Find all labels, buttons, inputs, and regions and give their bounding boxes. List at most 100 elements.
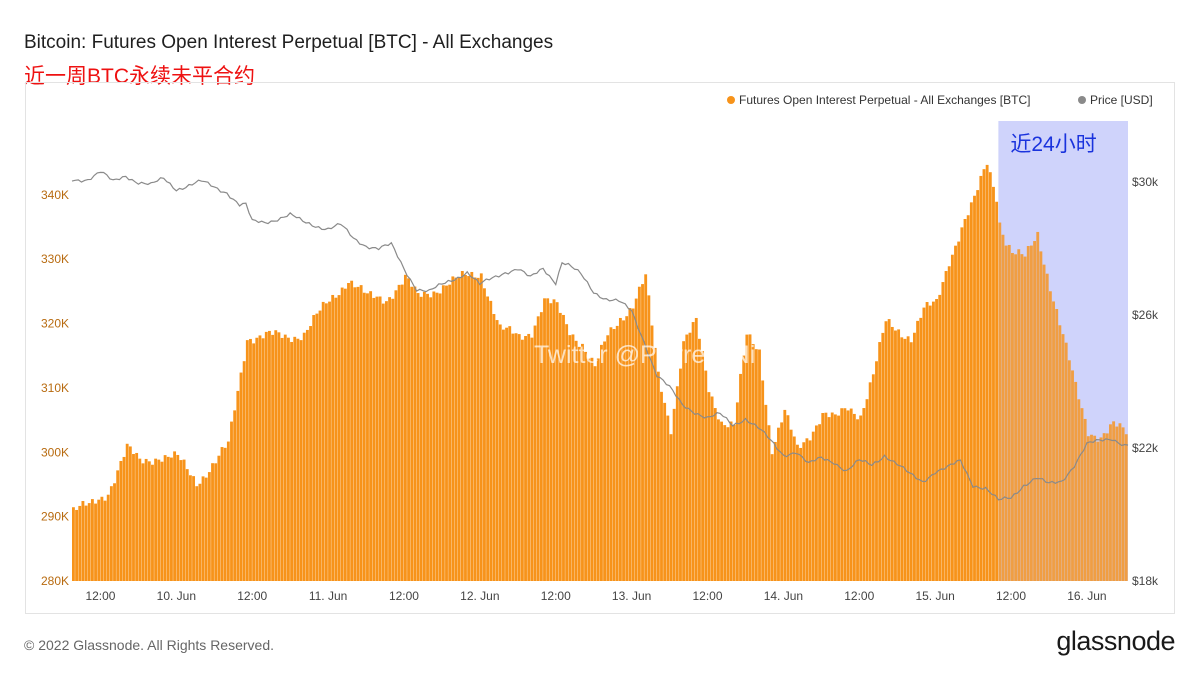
oi-bar	[745, 334, 749, 581]
oi-bar	[274, 330, 278, 581]
oi-bar	[764, 404, 768, 581]
oi-bar	[568, 335, 572, 581]
oi-bar	[827, 417, 831, 581]
oi-bar	[691, 322, 695, 581]
right-axis-tick: $26k	[1132, 308, 1159, 322]
oi-bar	[1064, 342, 1068, 581]
oi-bar	[75, 509, 79, 581]
oi-bar	[467, 276, 471, 581]
oi-bar	[271, 334, 275, 581]
oi-bar	[1029, 245, 1033, 581]
left-axis-tick: 310K	[41, 381, 69, 395]
oi-bar	[909, 342, 913, 581]
oi-bar	[1007, 244, 1011, 581]
oi-bar	[195, 486, 199, 581]
oi-bar	[1090, 434, 1093, 581]
legend-marker	[727, 96, 735, 104]
oi-bar	[590, 357, 594, 581]
oi-bar	[87, 503, 91, 581]
oi-bar	[220, 447, 224, 581]
oi-bar	[1058, 325, 1062, 581]
oi-bar	[119, 460, 123, 581]
oi-bar	[122, 456, 126, 581]
oi-bar	[903, 338, 907, 581]
oi-bar	[391, 298, 395, 581]
oi-bar	[1121, 427, 1125, 581]
oi-bar	[786, 415, 790, 581]
oi-bar	[622, 320, 625, 581]
oi-bar	[505, 327, 508, 581]
oi-bar	[833, 414, 837, 581]
oi-bar	[1112, 421, 1116, 581]
oi-bar	[1071, 370, 1074, 581]
oi-bar	[549, 303, 553, 581]
oi-bar	[1105, 433, 1109, 581]
oi-bar	[716, 419, 720, 581]
oi-bar	[328, 301, 331, 581]
oi-bar	[334, 297, 338, 581]
oi-bar	[890, 326, 894, 581]
oi-bar	[448, 284, 452, 581]
oi-bar	[805, 438, 809, 581]
oi-bar	[868, 382, 872, 581]
oi-bar	[581, 343, 584, 581]
axes: 280K 290K 300K 310K 320K 330K 340K $18k $22k $26k…	[41, 175, 1159, 603]
oi-bar	[1067, 360, 1071, 581]
oi-bar	[916, 320, 920, 581]
oi-bar	[109, 486, 113, 581]
left-axis-tick: 280K	[41, 574, 69, 588]
oi-bar	[811, 431, 815, 581]
oi-bar	[865, 399, 869, 581]
oi-bar	[78, 505, 82, 581]
oi-bar	[236, 390, 240, 581]
right-axis-tick: $22k	[1132, 441, 1159, 455]
oi-bar	[612, 329, 616, 581]
oi-bar	[1033, 241, 1036, 582]
oi-bar	[394, 290, 398, 581]
oi-bar	[954, 245, 957, 582]
oi-bar	[157, 459, 161, 581]
oi-bar	[995, 201, 999, 581]
oi-bar	[381, 303, 385, 581]
oi-bar	[963, 219, 967, 581]
oi-bar	[1017, 249, 1021, 581]
oi-bar	[163, 455, 167, 581]
oi-bar	[230, 421, 233, 581]
oi-bar	[846, 410, 850, 581]
oi-bar	[713, 408, 717, 581]
oi-bar	[318, 310, 322, 581]
oi-bar	[1045, 273, 1049, 581]
oi-bar	[170, 457, 173, 581]
oi-bar	[808, 440, 812, 581]
highlight-label: 近24小时	[1010, 133, 1096, 156]
oi-bar	[293, 336, 297, 581]
oi-bar	[255, 337, 259, 581]
legend-label: Price [USD]	[1090, 93, 1153, 107]
oi-bar	[299, 340, 303, 581]
oi-bar	[378, 296, 382, 581]
oi-bar	[388, 297, 392, 581]
oi-bar	[574, 340, 578, 581]
oi-bar	[653, 347, 657, 581]
oi-bar	[226, 441, 230, 581]
oi-bar	[947, 266, 951, 581]
right-axis-tick: $18k	[1132, 574, 1159, 588]
oi-bar	[492, 314, 496, 581]
oi-bar	[460, 271, 464, 581]
oi-bar	[188, 475, 192, 581]
oi-bar	[777, 427, 780, 581]
oi-bar	[132, 454, 135, 581]
oi-bar	[571, 334, 575, 581]
oi-bar	[445, 285, 448, 581]
oi-bar	[973, 195, 976, 581]
oi-bar	[796, 444, 799, 581]
x-axis-tick: 12:00	[692, 589, 722, 603]
x-axis-tick: 12:00	[844, 589, 874, 603]
oi-bar	[324, 303, 328, 581]
left-axis-tick: 300K	[41, 445, 69, 459]
oi-bar	[245, 340, 249, 581]
oi-bar	[552, 299, 556, 581]
oi-bar	[429, 297, 433, 581]
oi-bar	[587, 358, 591, 581]
oi-bar	[517, 334, 521, 581]
